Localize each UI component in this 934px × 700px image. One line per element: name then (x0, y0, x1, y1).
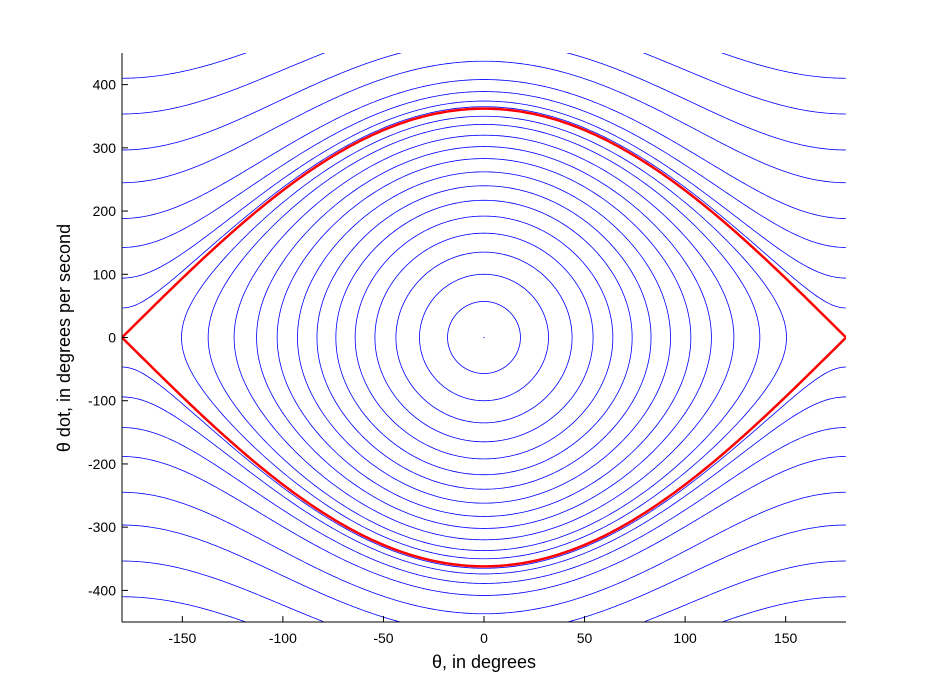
x-tick-label: -100 (269, 630, 297, 646)
contour (395, 251, 573, 424)
contour (122, 100, 846, 575)
contour (122, 106, 846, 569)
contour (256, 146, 712, 529)
y-tick-label: 400 (93, 77, 117, 93)
contour (374, 232, 594, 443)
x-tick-label: 0 (480, 630, 488, 646)
contour (297, 171, 671, 504)
contour (122, 79, 846, 596)
contour (122, 107, 846, 568)
y-tick-label: 200 (93, 203, 117, 219)
contour (122, 60, 846, 615)
contour-point (483, 336, 485, 339)
contour (122, 53, 846, 622)
contour (316, 185, 652, 490)
x-tick-label: 100 (673, 630, 697, 646)
contour (447, 301, 521, 374)
y-tick-label: -400 (88, 582, 116, 598)
y-tick-label: 0 (108, 330, 116, 346)
contour (335, 199, 633, 476)
y-tick-label: -200 (88, 456, 116, 472)
contour (122, 91, 846, 584)
contour (122, 53, 846, 622)
x-tick-label: -150 (168, 630, 196, 646)
y-tick-label: -300 (88, 519, 116, 535)
y-tick-label: 300 (93, 140, 117, 156)
y-tick-label: -100 (88, 393, 116, 409)
contour (354, 215, 614, 460)
x-axis-label: θ, in degrees (432, 652, 536, 672)
y-tick-label: 100 (93, 266, 117, 282)
contour (419, 273, 549, 402)
contour (181, 115, 787, 560)
contour (122, 53, 846, 622)
y-axis-label: θ dot, in degrees per second (54, 224, 74, 452)
x-tick-label: 50 (577, 630, 593, 646)
plot-area (122, 53, 846, 622)
x-tick-label: 150 (774, 630, 798, 646)
contour (276, 158, 692, 517)
contour (207, 124, 761, 551)
contour (233, 134, 735, 541)
x-tick-label: -50 (373, 630, 393, 646)
